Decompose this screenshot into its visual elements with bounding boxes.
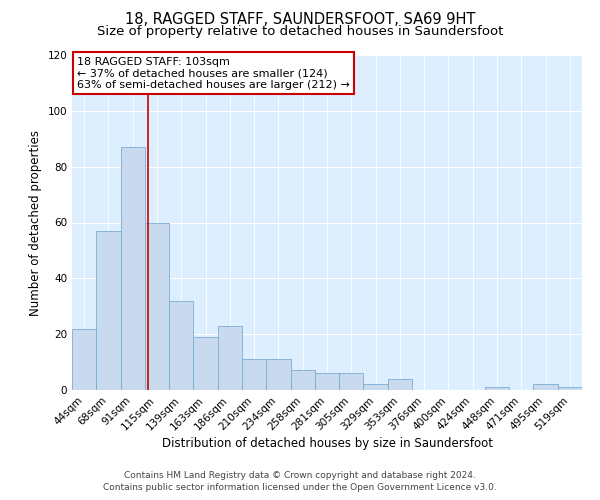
Bar bbox=[121, 147, 145, 390]
Text: Size of property relative to detached houses in Saundersfoot: Size of property relative to detached ho… bbox=[97, 25, 503, 38]
Bar bbox=[72, 328, 96, 390]
Bar bbox=[96, 231, 121, 390]
Text: 18, RAGGED STAFF, SAUNDERSFOOT, SA69 9HT: 18, RAGGED STAFF, SAUNDERSFOOT, SA69 9HT bbox=[125, 12, 475, 28]
Bar bbox=[169, 300, 193, 390]
Bar bbox=[218, 326, 242, 390]
Y-axis label: Number of detached properties: Number of detached properties bbox=[29, 130, 42, 316]
Bar bbox=[339, 373, 364, 390]
Bar bbox=[266, 360, 290, 390]
Bar bbox=[145, 222, 169, 390]
Bar bbox=[388, 379, 412, 390]
Bar bbox=[290, 370, 315, 390]
Bar bbox=[533, 384, 558, 390]
Bar bbox=[485, 387, 509, 390]
Bar bbox=[364, 384, 388, 390]
Bar bbox=[315, 373, 339, 390]
Bar bbox=[193, 337, 218, 390]
X-axis label: Distribution of detached houses by size in Saundersfoot: Distribution of detached houses by size … bbox=[161, 438, 493, 450]
Text: Contains HM Land Registry data © Crown copyright and database right 2024.
Contai: Contains HM Land Registry data © Crown c… bbox=[103, 471, 497, 492]
Bar bbox=[558, 387, 582, 390]
Text: 18 RAGGED STAFF: 103sqm
← 37% of detached houses are smaller (124)
63% of semi-d: 18 RAGGED STAFF: 103sqm ← 37% of detache… bbox=[77, 56, 350, 90]
Bar bbox=[242, 360, 266, 390]
